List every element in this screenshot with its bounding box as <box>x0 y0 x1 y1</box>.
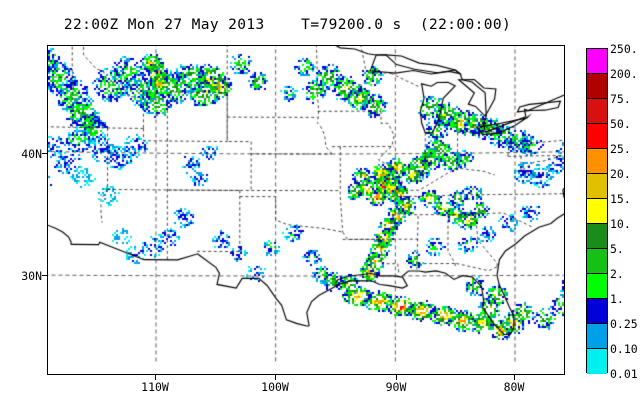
colorbar-tick-8: 5. <box>610 242 624 256</box>
colorbar-tick-6: 15. <box>610 192 631 206</box>
colorbar-tick-4: 25. <box>610 142 631 156</box>
x-tick-mark-110w <box>155 375 156 380</box>
map-plot-area[interactable] <box>47 45 565 375</box>
colorbar-tick-labels: 250. 200. 75. 50. 25. 20. 15. 10. 5. 2. 1. 0.25 0.10… <box>610 43 640 380</box>
x-tick-mark-90w <box>396 375 397 380</box>
colorbar-tick-3: 50. <box>610 117 631 131</box>
colorbar[interactable] <box>586 48 608 374</box>
x-tick-mark-100w <box>275 375 276 380</box>
colorbar-tick-11: 0.25 <box>610 317 638 331</box>
colorbar-tick-5: 20. <box>610 167 631 181</box>
colorbar-band-12 <box>587 349 607 374</box>
colorbar-band-6 <box>587 199 607 224</box>
colorbar-tick-2: 75. <box>610 92 631 106</box>
y-tick-mark-40n <box>42 153 47 154</box>
colorbar-band-10 <box>587 299 607 324</box>
colorbar-band-9 <box>587 274 607 299</box>
colorbar-band-3 <box>587 124 607 149</box>
y-tick-label-40n: 40N <box>21 147 42 161</box>
colorbar-tick-12: 0.10 <box>610 342 638 356</box>
x-tick-label-100w: 100W <box>261 380 289 394</box>
colorbar-tick-7: 10. <box>610 217 631 231</box>
x-tick-label-90w: 90W <box>385 380 407 394</box>
colorbar-band-1 <box>587 74 607 99</box>
colorbar-band-11 <box>587 324 607 349</box>
colorbar-band-7 <box>587 224 607 249</box>
colorbar-tick-13: 0.01 <box>610 367 638 381</box>
colorbar-tick-1: 200. <box>610 67 638 81</box>
colorbar-tick-9: 2. <box>610 267 624 281</box>
precipitation-map-canvas <box>48 46 564 374</box>
colorbar-band-5 <box>587 174 607 199</box>
colorbar-band-4 <box>587 149 607 174</box>
figure-title: 22:00Z Mon 27 May 2013 T=79200.0 s (22:0… <box>63 17 512 33</box>
x-tick-mark-80w <box>514 375 515 380</box>
y-tick-mark-30n <box>42 275 47 276</box>
colorbar-tick-10: 1. <box>610 292 624 306</box>
colorbar-band-0 <box>587 49 607 74</box>
x-tick-label-80w: 80W <box>503 380 525 394</box>
x-tick-label-110w: 110W <box>141 380 169 394</box>
colorbar-band-2 <box>587 99 607 124</box>
colorbar-tick-0: 250. <box>610 42 638 56</box>
colorbar-band-8 <box>587 249 607 274</box>
y-tick-label-30n: 30N <box>21 269 42 283</box>
